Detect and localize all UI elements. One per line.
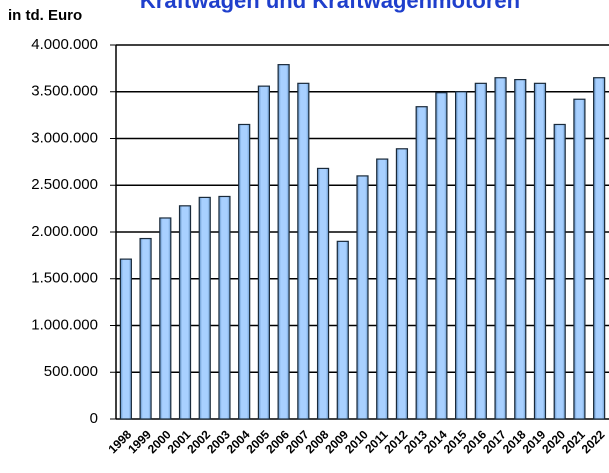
- bar: [553, 123, 566, 420]
- bar: [198, 196, 211, 420]
- bar: [316, 167, 330, 420]
- y-tick-label: 3.000.000: [31, 129, 98, 146]
- bar: [455, 91, 468, 420]
- bar: [178, 205, 192, 420]
- y-tick-label: 1.500.000: [31, 270, 98, 287]
- bar: [573, 98, 586, 420]
- bar: [336, 240, 349, 420]
- x-tick-label: 2022: [579, 427, 608, 456]
- y-tick-label: 1.000.000: [31, 316, 98, 333]
- bar: [514, 78, 527, 420]
- bar: [119, 258, 132, 420]
- bar: [297, 82, 310, 420]
- bar: [257, 85, 270, 420]
- bar: [277, 64, 290, 420]
- bar: [376, 158, 389, 420]
- y-tick-label: 0: [90, 410, 98, 427]
- bar: [218, 195, 231, 420]
- bar: [159, 217, 172, 420]
- y-tick-label: 2.000.000: [31, 223, 98, 240]
- bar: [139, 237, 152, 420]
- bar: [435, 92, 448, 420]
- bar: [395, 148, 409, 420]
- y-tick-label: 2.500.000: [31, 176, 98, 193]
- bar: [356, 175, 369, 420]
- bar: [533, 82, 547, 420]
- chart-title: Kraftwagen und Kraftwagenmotoren: [140, 0, 520, 13]
- bar: [494, 77, 507, 420]
- bar: [415, 106, 428, 420]
- bar: [238, 123, 251, 420]
- y-tick-label: 500.000: [44, 363, 98, 380]
- y-tick-label: 3.500.000: [31, 83, 98, 100]
- y-axis-label: in td. Euro: [8, 7, 82, 24]
- bar: [474, 82, 487, 420]
- bar: [593, 77, 606, 420]
- y-tick-label: 4.000.000: [31, 36, 98, 53]
